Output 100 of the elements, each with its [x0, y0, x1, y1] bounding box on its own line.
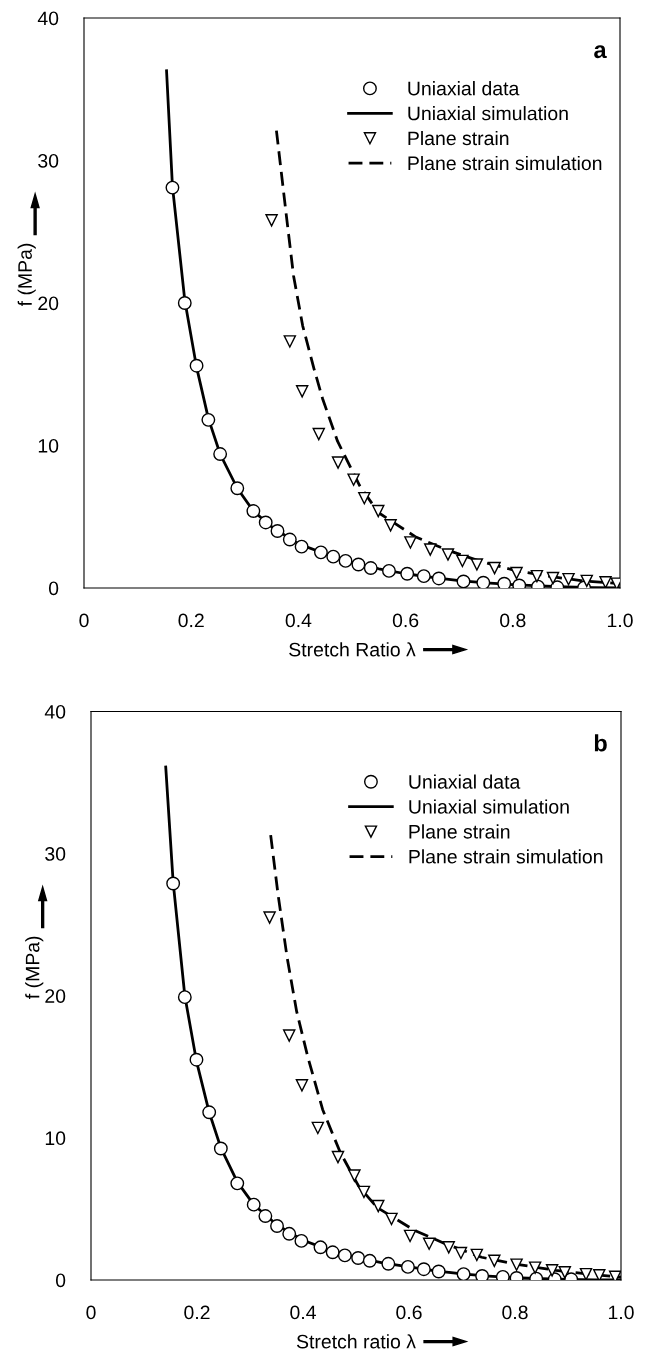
point — [337, 1248, 352, 1263]
legend-label: Plane strain simulation — [408, 155, 602, 171]
point — [282, 1226, 297, 1241]
point — [362, 1253, 377, 1268]
point — [258, 515, 273, 530]
point — [470, 1248, 484, 1262]
legend-label: Uniaxial simulation — [409, 799, 569, 814]
point — [270, 1219, 284, 1233]
point — [331, 1150, 345, 1164]
legend-label: Uniaxial data — [409, 774, 521, 789]
point — [580, 574, 594, 588]
point — [357, 1185, 371, 1199]
x-tick-label: 0.2 — [184, 1305, 210, 1320]
x-tick-label: 1.0 — [608, 1305, 634, 1320]
point — [372, 504, 385, 518]
point — [246, 1197, 261, 1212]
point — [282, 1029, 296, 1042]
point — [385, 1212, 398, 1226]
point — [382, 563, 396, 578]
legend-label: Uniaxial simulation — [408, 106, 568, 121]
point — [177, 990, 192, 1005]
point — [456, 574, 471, 588]
point — [475, 1269, 490, 1280]
y-tick-label: 0 — [48, 581, 59, 596]
point — [424, 543, 437, 556]
x-tick-label: 0.6 — [392, 613, 419, 628]
point — [201, 412, 216, 427]
point — [189, 1052, 204, 1067]
point — [265, 214, 278, 227]
point — [400, 1259, 415, 1274]
y-tick-label: 0 — [55, 1273, 66, 1288]
legend-label: Plane strain — [409, 824, 510, 839]
y-tick-label: 30 — [38, 153, 59, 168]
point — [295, 385, 309, 398]
x-tick-label: 0 — [79, 613, 89, 628]
point — [476, 575, 491, 588]
point — [404, 536, 417, 549]
point — [545, 1264, 559, 1277]
point — [351, 1251, 366, 1265]
point — [454, 1246, 468, 1260]
point — [470, 558, 484, 571]
legend-label: Uniaxial data — [408, 81, 520, 96]
point — [294, 1233, 309, 1248]
point — [331, 456, 345, 469]
x-tick-label: 0.6 — [396, 1305, 422, 1320]
point — [263, 911, 276, 924]
point — [258, 1209, 273, 1223]
x-tick-label: 0.8 — [502, 1305, 528, 1320]
point — [230, 481, 245, 496]
point — [599, 576, 612, 588]
y-tick-label: 10 — [38, 438, 59, 453]
y-tick-label: 40 — [44, 704, 66, 719]
y-tick-label: 10 — [45, 1131, 66, 1146]
point — [282, 532, 297, 547]
point — [358, 491, 371, 505]
point — [165, 180, 180, 195]
x-tick-label: 0.8 — [500, 613, 526, 628]
legend-label: Plane strain simulation — [409, 849, 603, 864]
point — [422, 1237, 436, 1251]
y-tick-label: 40 — [37, 11, 59, 26]
point — [441, 548, 455, 561]
point — [312, 427, 326, 441]
point — [294, 539, 309, 554]
legend-label: Plane strain — [408, 130, 509, 146]
point — [510, 566, 523, 580]
point — [270, 524, 285, 538]
point — [608, 1270, 621, 1280]
x-tick-label: 0.2 — [178, 613, 204, 628]
point — [363, 561, 378, 575]
point — [326, 549, 341, 564]
point — [416, 569, 431, 584]
point — [488, 1254, 501, 1268]
y-tick-label: 20 — [45, 989, 66, 1003]
point — [384, 519, 397, 532]
annotation: a — [594, 45, 607, 59]
point — [230, 1176, 245, 1191]
point — [311, 1121, 325, 1135]
point — [558, 1266, 572, 1279]
point — [246, 504, 261, 518]
x-tick-label: 1.0 — [607, 613, 633, 628]
point — [338, 553, 353, 568]
point — [166, 876, 181, 891]
y-axis-title: f (MPa) — [17, 243, 36, 307]
x-axis-title: Stretch Ratio λ — [289, 642, 416, 657]
point — [456, 1267, 471, 1280]
annotation: b — [594, 734, 607, 752]
point — [593, 1269, 606, 1280]
point — [530, 569, 544, 583]
point — [442, 1241, 456, 1254]
point — [213, 1141, 228, 1156]
point — [431, 571, 446, 586]
point — [488, 561, 501, 575]
point — [510, 1258, 523, 1271]
point — [295, 1079, 309, 1092]
point — [283, 335, 297, 348]
point — [381, 1256, 396, 1271]
point — [313, 545, 328, 560]
x-tick-label: 0 — [86, 1305, 96, 1320]
point — [347, 473, 360, 486]
point — [456, 554, 469, 568]
